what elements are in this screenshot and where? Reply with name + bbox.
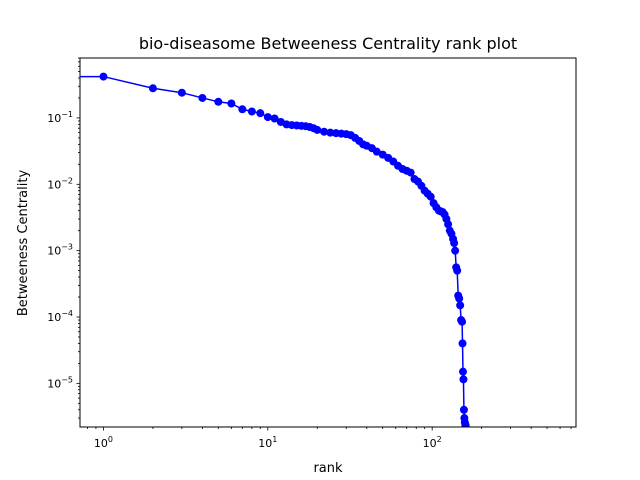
x-tick-exponent: 0 (108, 435, 113, 444)
data-point (177, 88, 186, 97)
data-point (256, 109, 265, 118)
y-tick-label: 10−4 (47, 309, 73, 324)
x-axis-label: rank (313, 461, 343, 476)
data-point (451, 246, 460, 255)
data-point (227, 99, 236, 108)
data-point (263, 113, 272, 122)
y-tick-base: 10 (47, 112, 61, 125)
x-tick-exponent: 1 (272, 435, 277, 444)
data-point (198, 93, 207, 102)
x-tick-label: 102 (423, 435, 442, 450)
data-point (455, 294, 464, 303)
chart-title: bio-diseasome Betweeness Centrality rank… (139, 34, 517, 53)
data-point (459, 375, 468, 384)
data-point (372, 147, 381, 156)
data-point (270, 114, 279, 123)
y-tick-base: 10 (47, 377, 61, 390)
y-tick-exponent: −2 (61, 176, 73, 185)
y-tick-label: 10−3 (47, 243, 73, 258)
y-tick-label: 10−5 (47, 375, 73, 390)
plot-area (80, 72, 470, 427)
y-tick-exponent: −5 (61, 375, 73, 384)
y-tick-base: 10 (47, 245, 61, 258)
data-point (214, 97, 223, 106)
y-tick-label: 10−1 (47, 110, 73, 125)
plot-layer (80, 72, 470, 427)
data-point (99, 72, 108, 81)
y-tick-base: 10 (47, 178, 61, 191)
y-tick-base: 10 (47, 311, 61, 324)
data-point (238, 105, 247, 114)
data-point (406, 168, 415, 177)
data-point (326, 128, 335, 137)
data-point (247, 107, 256, 116)
y-tick-exponent: −3 (61, 243, 73, 252)
data-point (313, 125, 322, 134)
data-point (426, 192, 435, 201)
x-tick-base: 10 (258, 437, 272, 450)
x-tick-exponent: 2 (437, 435, 442, 444)
axes-frame (79, 57, 577, 428)
data-point (453, 266, 462, 275)
x-tick-base: 10 (94, 437, 108, 450)
data-point (456, 301, 465, 310)
data-point (320, 127, 329, 136)
data-point (458, 317, 467, 326)
x-tick-label: 101 (258, 435, 277, 450)
data-point (148, 84, 157, 93)
y-axis-label: Betweeness Centrality (16, 170, 31, 317)
data-point (450, 239, 459, 248)
data-point (444, 220, 453, 229)
y-tick-exponent: −1 (61, 110, 73, 119)
data-point (461, 421, 470, 427)
x-tick-label: 100 (94, 435, 113, 450)
data-point (458, 339, 467, 348)
data-point (458, 367, 467, 376)
x-tick-base: 10 (423, 437, 437, 450)
y-tick-label: 10−2 (47, 176, 73, 191)
y-tick-exponent: −4 (61, 309, 73, 318)
data-point (459, 405, 468, 414)
